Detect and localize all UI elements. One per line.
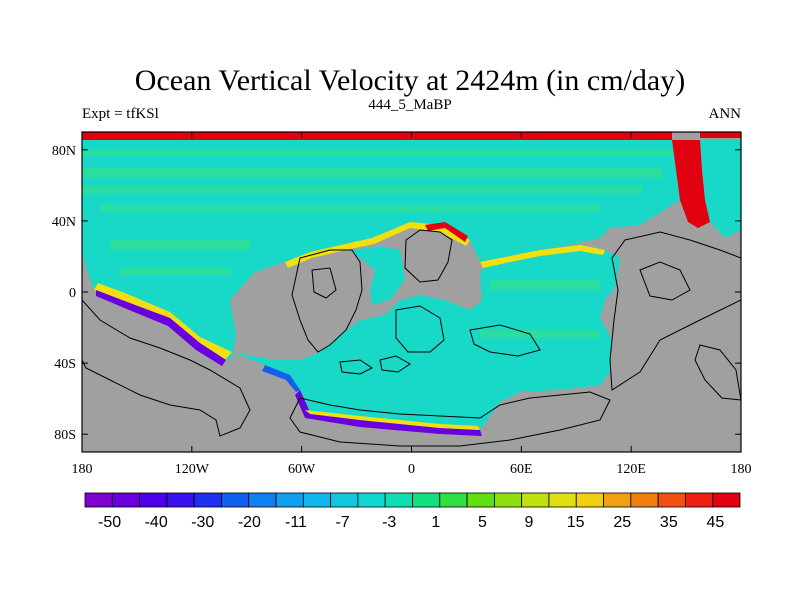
y-tick-label: 80S (54, 428, 76, 443)
chart-title: Ocean Vertical Velocity at 2424m (in cm/… (135, 64, 685, 97)
coastal-rim-india (480, 245, 605, 268)
ocean-band (110, 240, 250, 250)
colorbar-swatch (630, 492, 659, 508)
colorbar-swatch (330, 492, 359, 508)
y-axis-labels: 80N 40N 0 40S 80S (52, 144, 76, 443)
ocean-band (100, 205, 600, 211)
y-tick-marks (82, 149, 741, 435)
coastal-rim-south-positive (305, 410, 480, 430)
colorbar-label: 1 (431, 514, 440, 531)
y-tick-label: 0 (69, 286, 76, 301)
colorbar-labels: -50 -40 -30 -20 -11 -7 -3 1 5 9 15 25 35 45 (98, 514, 724, 531)
colorbar-swatch (166, 492, 195, 508)
season-label: ANN (709, 106, 742, 122)
colorbar-swatch (412, 492, 441, 508)
ocean-band (480, 330, 600, 338)
x-tick-label: 180 (731, 462, 752, 477)
colorbar-swatch (521, 492, 550, 508)
x-tick-label: 60E (510, 462, 533, 477)
ocean-band (490, 280, 600, 290)
ocean-basin-south (232, 245, 620, 430)
colorbar-label: -11 (285, 514, 307, 531)
ocean-band (120, 268, 230, 276)
colorbar-label: 5 (478, 514, 487, 531)
colorbar-label: -7 (335, 514, 349, 531)
x-tick-label: 60W (288, 462, 316, 477)
map-plot (82, 132, 741, 452)
coastal-upwelling-northeast (700, 132, 741, 138)
colorbar-swatch (193, 492, 222, 508)
x-tick-label: 0 (408, 462, 415, 477)
ocean-band (82, 168, 662, 178)
coastal-rim-tethys (425, 222, 468, 242)
ocean-band (82, 186, 642, 194)
ocean-band (82, 150, 682, 156)
colorbar-swatch (575, 492, 604, 508)
colorbar-label: -20 (238, 514, 261, 531)
colorbar-swatch (111, 492, 140, 508)
colorbar-label: 35 (660, 514, 678, 531)
coastal-rim-negative (96, 290, 226, 366)
colorbar-label: 45 (707, 514, 725, 531)
y-tick-label: 40S (54, 357, 76, 372)
colorbar-label: -3 (382, 514, 396, 531)
coastal-upwelling-north (82, 132, 672, 140)
colorbar-swatch (84, 492, 113, 508)
colorbar-label: -50 (98, 514, 121, 531)
coastal-rim-south (295, 390, 482, 436)
ocean-basin-center (350, 246, 405, 305)
coastlines (82, 229, 741, 447)
ocean-basin-east (700, 140, 741, 238)
colorbar-swatch (302, 492, 332, 508)
x-tick-label: 180 (72, 462, 93, 477)
colorbar-swatch (139, 492, 168, 508)
map-frame (81, 131, 742, 453)
colorbar-swatch (384, 492, 413, 508)
period-label: 444_5_MaBP (368, 97, 451, 113)
x-tick-label: 120W (175, 462, 210, 477)
colorbar-swatch (712, 492, 741, 508)
coastal-rim-chile (262, 365, 300, 392)
colorbar-swatch (685, 492, 714, 508)
x-tick-marks (82, 132, 741, 452)
colorbar-label: 25 (613, 514, 631, 531)
colorbar-label: 9 (525, 514, 534, 531)
colorbar-swatch (493, 492, 523, 508)
colorbar-swatch (466, 492, 495, 508)
x-tick-label: 120E (616, 462, 646, 477)
colorbar-swatch (275, 492, 304, 508)
colorbar (84, 492, 741, 508)
colorbar-swatch (439, 492, 468, 508)
colorbar-label: 15 (567, 514, 585, 531)
coastal-rim-southwest (94, 283, 232, 360)
colorbar-swatch (548, 492, 577, 508)
coastal-upwelling-east (672, 140, 710, 228)
colorbar-swatch (603, 492, 632, 508)
colorbar-swatch (657, 492, 686, 508)
x-axis-labels: 180 120W 60W 0 60E 120E 180 (72, 462, 752, 477)
colorbar-swatch (221, 492, 250, 508)
colorbar-label: -30 (191, 514, 214, 531)
ocean-basin (82, 140, 680, 360)
colorbar-label: -40 (145, 514, 168, 531)
y-tick-label: 80N (52, 144, 76, 159)
colorbar-swatch (248, 492, 277, 508)
experiment-label: Expt = tfKSl (82, 106, 159, 122)
y-tick-label: 40N (52, 215, 76, 230)
colorbar-swatch (357, 492, 386, 508)
